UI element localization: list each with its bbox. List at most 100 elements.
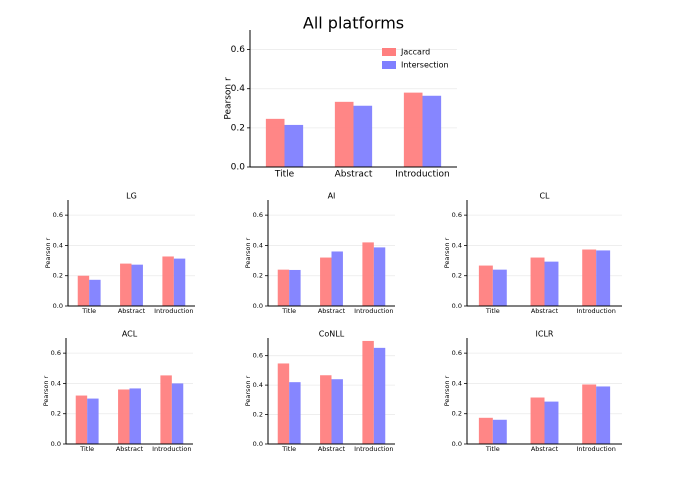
x-tick-label: Title: [485, 445, 500, 453]
bar: [173, 258, 186, 306]
bar: [362, 242, 374, 306]
bar: [171, 383, 184, 444]
bar: [596, 250, 611, 306]
x-tick-label: Abstract: [318, 307, 346, 315]
y-tick-label: 0.6: [452, 349, 462, 357]
legend-swatch: [382, 61, 396, 69]
legend-swatch: [382, 48, 396, 56]
bar: [118, 389, 130, 444]
y-axis-label: Pearson r: [443, 375, 451, 406]
y-tick-label: 0.2: [253, 272, 263, 280]
y-tick-label: 0.6: [253, 211, 263, 219]
x-tick-label: Abstract: [318, 445, 346, 453]
y-tick-label: 0.4: [253, 241, 263, 249]
x-tick-label: Abstract: [118, 307, 146, 315]
y-axis-label: Pearson r: [244, 375, 252, 406]
x-tick-label: Introduction: [354, 307, 393, 315]
bar: [544, 401, 559, 444]
y-tick-label: 0.0: [231, 163, 246, 173]
bar: [160, 375, 172, 444]
legend-label: Intersection: [401, 61, 449, 70]
chart-title: CL: [539, 192, 550, 201]
x-tick-label: Title: [281, 307, 296, 315]
y-tick-label: 0.2: [51, 410, 61, 418]
bar: [75, 395, 88, 444]
bar: [162, 256, 174, 306]
x-tick-label: Introduction: [154, 307, 193, 315]
bar: [334, 101, 354, 167]
bar: [320, 257, 332, 306]
x-tick-label: Abstract: [531, 445, 559, 453]
y-axis-label: Pearson r: [443, 237, 451, 268]
y-tick-label: 0.0: [253, 440, 263, 448]
y-tick-label: 0.6: [253, 352, 263, 360]
x-tick-label: Introduction: [152, 445, 191, 453]
bar: [530, 257, 545, 306]
y-tick-label: 0.0: [452, 440, 462, 448]
bar: [87, 398, 99, 444]
y-tick-label: 0.0: [51, 440, 61, 448]
x-tick-label: Title: [81, 307, 96, 315]
bar: [89, 279, 101, 306]
y-tick-label: 0.4: [51, 379, 61, 387]
bar: [289, 382, 301, 444]
y-tick-label: 0.6: [452, 211, 462, 219]
bar: [422, 95, 442, 167]
bar: [596, 386, 611, 444]
x-tick-label: Introduction: [395, 170, 450, 180]
bar: [331, 379, 343, 444]
y-tick-label: 0.2: [452, 410, 462, 418]
chart-title: All platforms: [303, 14, 404, 33]
y-tick-label: 0.2: [53, 272, 63, 280]
y-axis-label: Pearson r: [42, 375, 50, 406]
bar: [492, 419, 507, 444]
bar: [582, 249, 597, 306]
bar: [582, 384, 597, 444]
bar: [544, 261, 559, 306]
bar: [478, 417, 493, 444]
x-tick-label: Abstract: [335, 170, 373, 180]
y-tick-label: 0.6: [53, 211, 63, 219]
bar: [289, 269, 301, 306]
chart-title: ACL: [122, 330, 138, 339]
bar: [353, 105, 373, 167]
y-tick-label: 0.0: [452, 302, 462, 310]
y-tick-label: 0.2: [452, 272, 462, 280]
bar: [131, 264, 143, 306]
x-tick-label: Title: [485, 307, 500, 315]
y-tick-label: 0.6: [231, 45, 246, 55]
bar: [277, 269, 290, 306]
chart-title: ICLR: [536, 330, 554, 339]
y-tick-label: 0.4: [253, 381, 263, 389]
x-tick-label: Title: [79, 445, 94, 453]
y-tick-label: 0.0: [253, 302, 263, 310]
y-tick-label: 0.4: [452, 241, 462, 249]
bar: [277, 363, 290, 444]
y-tick-label: 0.2: [253, 411, 263, 419]
y-tick-label: 0.2: [231, 123, 245, 133]
x-tick-label: Introduction: [354, 445, 393, 453]
bar: [403, 92, 423, 167]
bar: [530, 397, 545, 444]
x-tick-label: Introduction: [576, 307, 615, 315]
y-tick-label: 0.4: [452, 379, 462, 387]
y-tick-label: 0.0: [53, 302, 63, 310]
bar: [331, 251, 343, 306]
bar: [265, 118, 285, 167]
y-axis-label: Pearson r: [244, 237, 252, 268]
bar: [120, 263, 132, 306]
legend-label: Jaccard: [400, 48, 430, 57]
y-axis-label: Pearson r: [44, 237, 52, 268]
bar: [373, 247, 386, 306]
bar: [373, 347, 386, 444]
chart-title: CoNLL: [319, 330, 345, 339]
bar: [492, 269, 507, 306]
bar: [478, 265, 493, 306]
bar: [284, 124, 304, 167]
bar: [320, 375, 332, 444]
chart-title: AI: [328, 192, 336, 201]
y-tick-label: 0.6: [51, 349, 61, 357]
y-tick-label: 0.4: [231, 84, 246, 94]
bar: [77, 275, 90, 306]
